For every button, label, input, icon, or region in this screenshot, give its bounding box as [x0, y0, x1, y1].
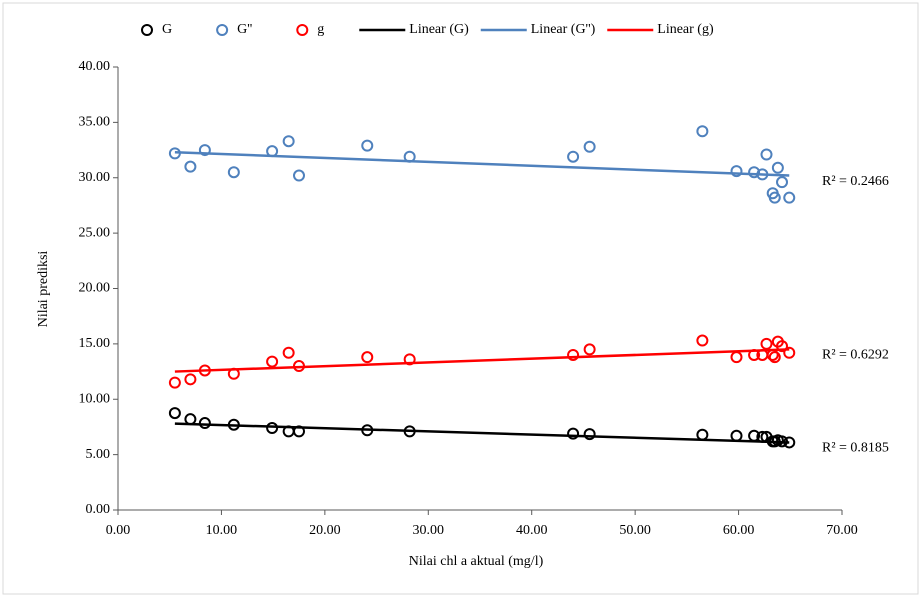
data-point: [184, 160, 197, 173]
data-point: [403, 353, 416, 366]
x-tick-label: 60.00: [723, 523, 755, 538]
data-point: [168, 376, 181, 389]
data-point: [567, 348, 580, 361]
y-axis-label: Nilai prediksi: [36, 251, 51, 328]
legend-label: Linear (G''): [531, 22, 596, 37]
legend-label: G'': [237, 22, 252, 37]
x-tick-label: 50.00: [619, 523, 651, 538]
data-point: [583, 343, 596, 356]
data-point: [282, 346, 295, 359]
data-point: [198, 144, 211, 157]
trendline: [174, 151, 790, 177]
x-tick-label: 0.00: [106, 523, 131, 538]
data-point: [567, 427, 580, 440]
x-tick-label: 40.00: [516, 523, 548, 538]
y-tick-label: 15.00: [79, 336, 111, 351]
x-tick-label: 70.00: [826, 523, 858, 538]
data-point: [696, 125, 709, 138]
data-point: [760, 337, 773, 350]
data-point: [361, 139, 374, 152]
legend-marker: [216, 24, 229, 36]
data-point: [748, 166, 761, 179]
r-squared-label: R² = 0.6292: [822, 348, 889, 363]
data-point: [184, 373, 197, 386]
legend-label: Linear (g): [657, 22, 714, 37]
data-point: [583, 428, 596, 441]
data-point: [783, 191, 796, 204]
trendline: [174, 422, 790, 444]
data-point: [361, 351, 374, 364]
data-point: [730, 165, 743, 178]
legend-marker: [296, 24, 309, 36]
y-tick-label: 30.00: [79, 170, 111, 185]
data-point: [583, 140, 596, 153]
data-point: [266, 355, 279, 368]
data-point: [776, 340, 789, 353]
y-tick-label: 35.00: [79, 115, 111, 130]
data-point: [567, 150, 580, 163]
data-point: [198, 417, 211, 430]
x-axis-label: Nilai chl a aktual (mg/l): [409, 554, 544, 569]
data-point: [768, 351, 781, 364]
data-point: [783, 346, 796, 359]
x-tick-label: 20.00: [309, 523, 341, 538]
y-tick-label: 40.00: [79, 59, 111, 74]
y-tick-label: 25.00: [79, 225, 111, 240]
data-point: [776, 176, 789, 189]
x-tick-label: 10.00: [206, 523, 238, 538]
legend-label: Linear (G): [409, 22, 469, 37]
data-point: [293, 169, 305, 182]
y-tick-label: 5.00: [86, 447, 111, 462]
r-squared-label: R² = 0.8185: [822, 441, 889, 456]
data-point: [696, 334, 709, 347]
trendline: [174, 348, 790, 373]
y-tick-label: 10.00: [79, 391, 111, 406]
data-point: [771, 161, 784, 174]
data-point: [760, 148, 773, 161]
data-point: [768, 191, 781, 204]
data-point: [227, 166, 240, 179]
y-tick-label: 20.00: [79, 281, 111, 296]
data-point: [168, 407, 181, 420]
data-point: [282, 135, 295, 148]
y-tick-label: 0.00: [86, 502, 111, 517]
legend-marker: [141, 24, 153, 36]
r-squared-label: R² = 0.2466: [822, 174, 889, 189]
data-point: [266, 422, 279, 435]
legend-label: g: [317, 22, 324, 37]
x-tick-label: 30.00: [413, 523, 445, 538]
legend-label: G: [162, 22, 172, 37]
